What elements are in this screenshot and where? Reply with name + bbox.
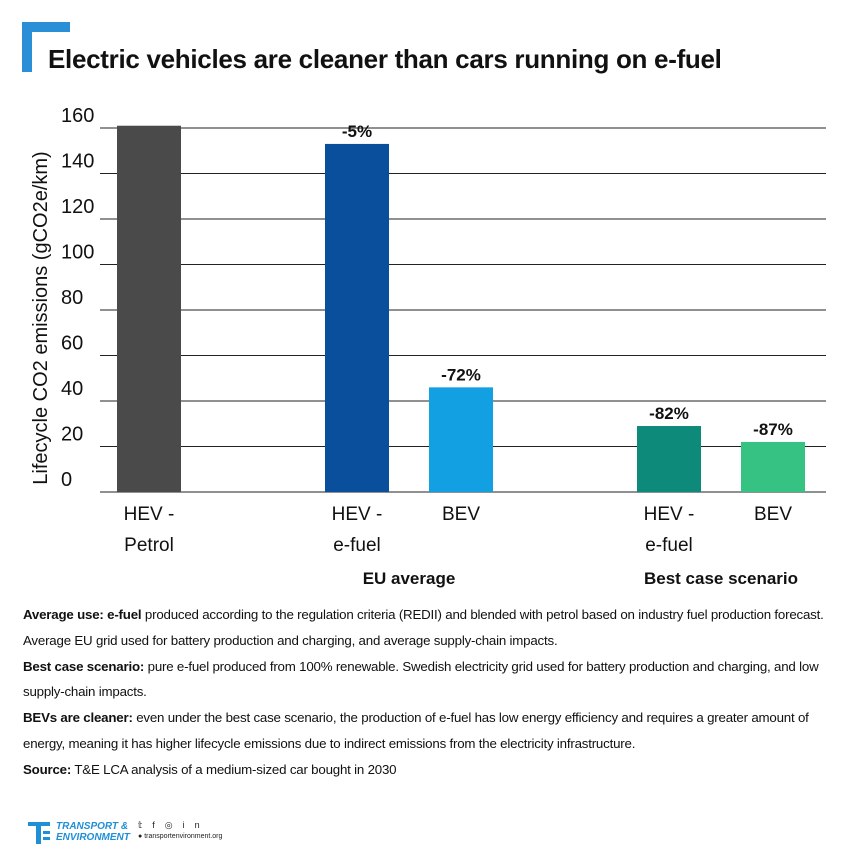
y-tick-label: 40 [61, 378, 83, 400]
x-tick-label: e-fuel [645, 535, 693, 556]
bar-annotation: -82% [649, 404, 689, 423]
bar [741, 441, 805, 492]
footnote-source: Source: T&E LCA analysis of a medium-siz… [23, 761, 397, 777]
footnote-average-use: Average use: e-fuel produced according t… [23, 607, 824, 648]
y-tick-label: 120 [61, 196, 94, 218]
te-logo-text[interactable]: TRANSPORT & ENVIRONMENT [56, 821, 130, 843]
title-accent-mark [22, 22, 70, 72]
y-tick-label: 60 [61, 333, 83, 355]
te-logo-icon [28, 822, 50, 844]
y-tick-label: 100 [61, 242, 94, 264]
bar-chart: 0 20 40 60 80 100 120 140 160 Lifecycle CO2 emiss… [30, 105, 826, 588]
bar-annotation: -5% [342, 122, 372, 141]
bar [429, 387, 493, 492]
footnote-bevs-cleaner: BEVs are cleaner: even under the best ca… [23, 710, 809, 751]
bar-annotation: -72% [441, 365, 481, 384]
y-tick-label: 0 [61, 469, 72, 491]
bar-annotation: -87% [753, 420, 793, 439]
y-tick-label: 160 [61, 105, 94, 127]
bar [117, 125, 181, 492]
footnotes: Average use: e-fuel produced according t… [23, 602, 848, 783]
facebook-icon[interactable]: f [152, 820, 165, 830]
page-title: Electric vehicles are cleaner than cars … [48, 44, 722, 74]
y-tick-label: 80 [61, 287, 83, 309]
group-label: Best case scenario [644, 569, 798, 588]
twitter-icon[interactable]: 𝕥 [138, 820, 153, 830]
bar [325, 143, 389, 493]
bar [637, 426, 701, 492]
y-tick-label: 140 [61, 151, 94, 173]
footnote-best-case: Best case scenario: pure e-fuel produced… [23, 658, 819, 700]
x-tick-label: e-fuel [333, 535, 381, 556]
x-tick-label: HEV - [644, 504, 695, 525]
footer: TRANSPORT & ENVIRONMENT 𝕥f◎in ● transpor… [28, 820, 328, 848]
linkedin-icon[interactable]: in [182, 820, 210, 830]
y-tick-label: 20 [61, 424, 83, 446]
x-tick-label: HEV - [124, 504, 175, 525]
group-label: EU average [363, 569, 456, 588]
x-tick-label: Petrol [124, 535, 174, 556]
x-tick-label: BEV [754, 504, 792, 525]
social-icons: 𝕥f◎in [138, 820, 210, 831]
x-tick-label: BEV [442, 504, 480, 525]
x-tick-label: HEV - [332, 504, 383, 525]
website-link[interactable]: ● transportenvironment.org [138, 833, 223, 840]
y-axis-label: Lifecycle CO2 emissions (gCO2e/km) [30, 151, 52, 484]
instagram-icon[interactable]: ◎ [164, 820, 183, 830]
